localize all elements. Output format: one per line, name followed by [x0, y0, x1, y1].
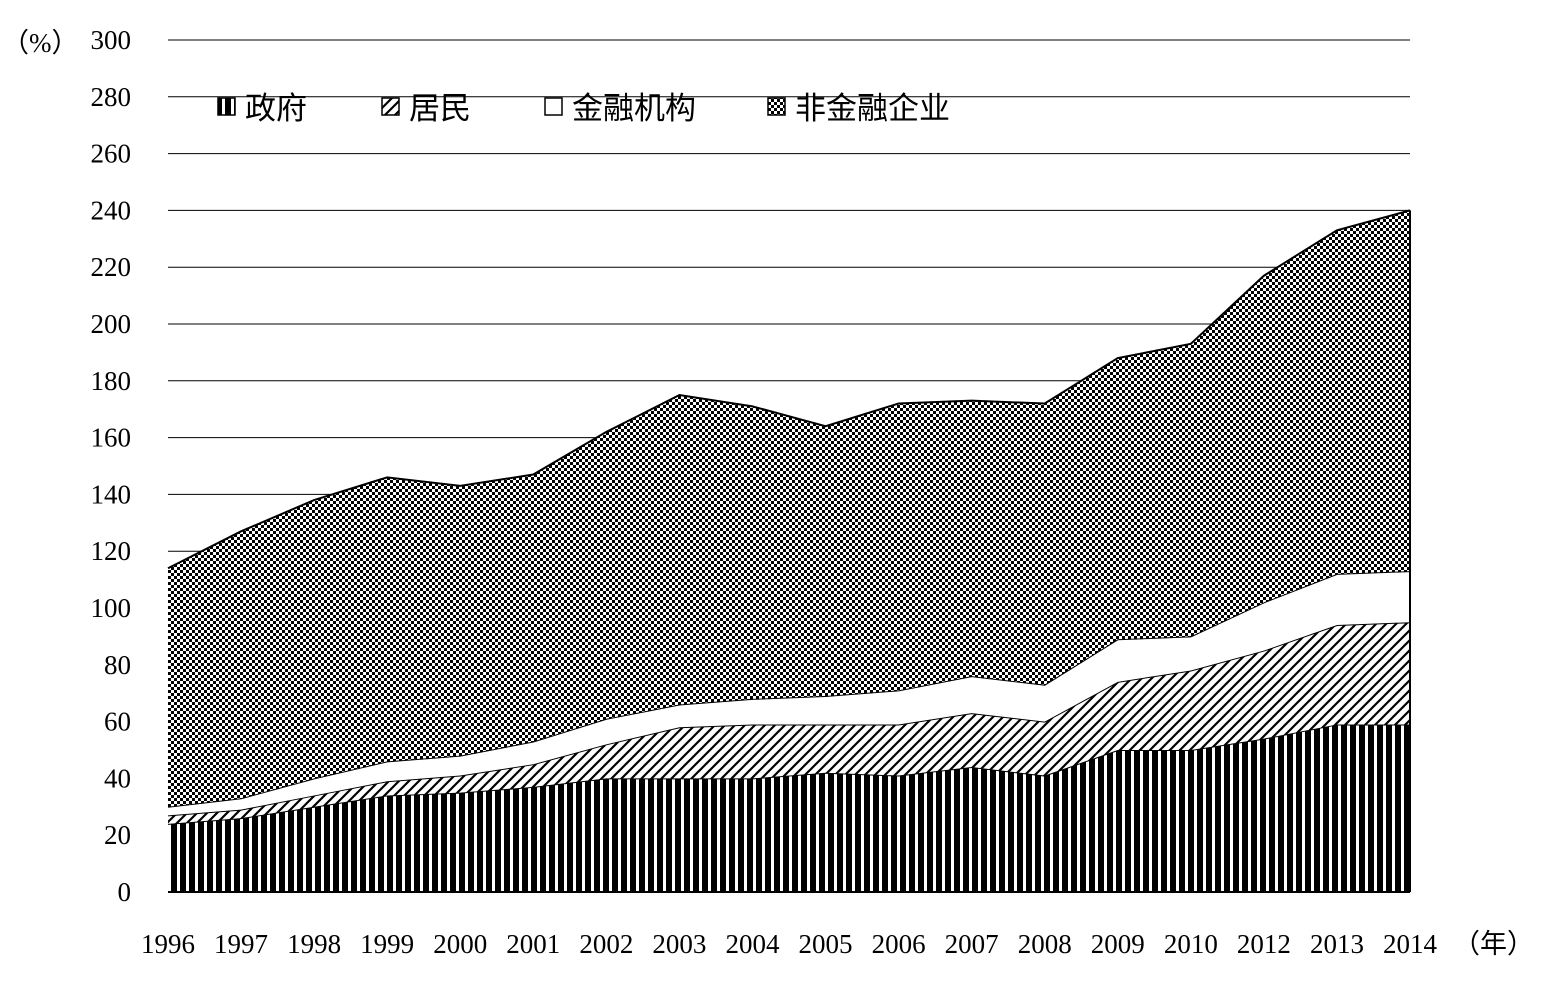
legend-swatch — [544, 97, 563, 116]
y-tick-label: 260 — [91, 139, 132, 169]
axes — [168, 210, 1411, 893]
y-tick-label: 60 — [104, 707, 131, 737]
x-tick-label: 2013 — [1310, 929, 1364, 959]
legend-label: 政府 — [245, 91, 307, 127]
legend-item-3: 非金融企业 — [767, 91, 950, 127]
y-tick-labels: 0 20 40 60 80 100 120 140 160 180 200 220 240 260 280 3… — [91, 25, 132, 907]
x-tick-label: 2006 — [872, 929, 926, 959]
x-tick-label: 1999 — [360, 929, 414, 959]
y-tick-label: 160 — [91, 423, 132, 453]
x-tick-label: 2012 — [1237, 929, 1291, 959]
x-tick-label: 2014 — [1383, 929, 1438, 959]
y-tick-label: 200 — [91, 309, 132, 339]
x-tick-label: 2007 — [945, 929, 999, 959]
x-tick-label: 2000 — [433, 929, 487, 959]
x-tick-label: 2009 — [1091, 929, 1145, 959]
x-tick-label: 2004 — [725, 929, 780, 959]
y-tick-label: 180 — [91, 366, 132, 396]
x-tick-label: 2010 — [1164, 929, 1218, 959]
legend: 政府 居民 金融机构 非金融企业 — [217, 91, 950, 127]
y-tick-label: 140 — [91, 479, 132, 509]
y-tick-label: 240 — [91, 195, 132, 225]
y-tick-label: 300 — [91, 25, 132, 55]
x-tick-label: 1996 — [141, 929, 195, 959]
legend-item-2: 金融机构 — [544, 91, 696, 127]
area-layers — [167, 209, 1411, 892]
legend-label: 金融机构 — [572, 91, 696, 127]
y-tick-label: 40 — [104, 763, 131, 793]
area-series-3 — [168, 210, 1410, 807]
x-tick-label: 2008 — [1018, 929, 1072, 959]
x-tick-label: 1997 — [214, 929, 268, 959]
y-axis-unit-label: （%） — [2, 28, 79, 58]
y-tick-label: 100 — [91, 593, 132, 623]
x-axis-unit-label: （年） — [1453, 929, 1534, 959]
y-tick-label: 0 — [118, 877, 132, 907]
legend-item-1: 居民 — [381, 91, 471, 127]
x-tick-label: 1998 — [287, 929, 341, 959]
y-tick-label: 120 — [91, 536, 132, 566]
legend-swatch — [767, 97, 786, 116]
legend-swatch — [381, 97, 400, 116]
area-series-2 — [168, 571, 1410, 816]
x-tick-label: 2001 — [506, 929, 560, 959]
legend-swatch — [217, 97, 236, 116]
x-tick-label: 2003 — [652, 929, 706, 959]
y-tick-label: 80 — [104, 650, 131, 680]
legend-item-0: 政府 — [217, 91, 307, 127]
y-tick-label: 220 — [91, 252, 132, 282]
x-tick-labels: 1996 1997 1998 1999 2000 2001 2002 2003 2004 2005… — [141, 929, 1438, 959]
legend-label: 非金融企业 — [795, 91, 950, 127]
y-tick-label: 280 — [91, 82, 132, 112]
x-tick-label: 2005 — [799, 929, 853, 959]
area-series-0 — [168, 724, 1410, 892]
legend-label: 居民 — [409, 91, 471, 127]
x-tick-label: 2002 — [579, 929, 633, 959]
series-line-3 — [167, 209, 1411, 570]
y-tick-label: 20 — [104, 820, 131, 850]
